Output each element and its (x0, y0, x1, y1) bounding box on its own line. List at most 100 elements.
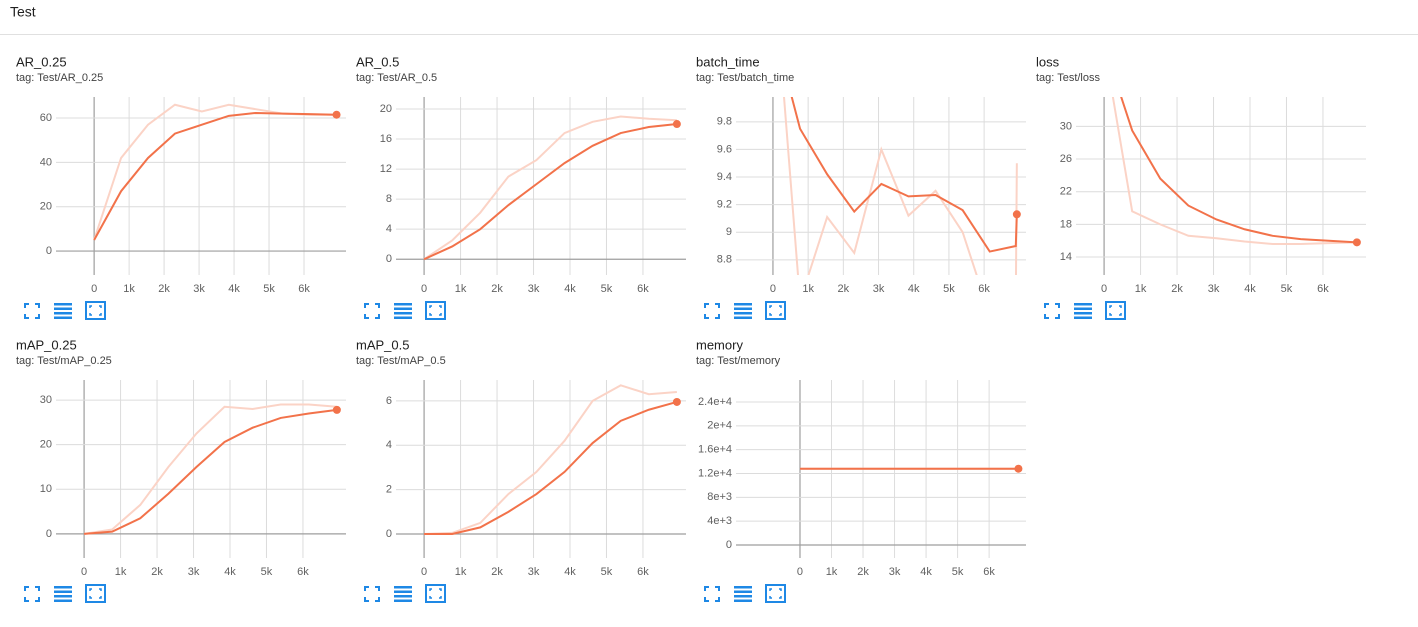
series-line (423, 115, 677, 261)
y-tick-label: 9.2 (717, 199, 732, 211)
chart-tag: tag: Test/loss (1036, 72, 1100, 84)
x-tick-label: 3k (528, 566, 540, 578)
x-tick-label: 1k (802, 283, 814, 295)
last-point (332, 110, 341, 119)
x-tick-label: 2k (151, 566, 163, 578)
lines (83, 403, 338, 535)
icon (1074, 312, 1092, 315)
icon (734, 303, 752, 306)
y-tick-label: 9 (726, 226, 732, 238)
data-button[interactable] (734, 586, 752, 602)
data-button[interactable] (394, 586, 412, 602)
fit-button[interactable] (765, 584, 786, 603)
x-tick-label: 2k (1171, 283, 1183, 295)
icon (394, 316, 412, 319)
icon (1074, 307, 1092, 310)
y-tick-label: 14 (1060, 251, 1072, 263)
x-tick-label: 4k (228, 283, 240, 295)
x-tick-label: 4k (920, 566, 932, 578)
y-tick-label: 22 (1060, 186, 1072, 198)
icon (1105, 301, 1126, 320)
data-button[interactable] (394, 303, 412, 319)
last-point (1012, 210, 1021, 219)
x-tick-label: 1k (826, 566, 838, 578)
y-tick-label: 1.6e+4 (698, 444, 732, 456)
fullscreen-button[interactable] (1044, 303, 1060, 319)
x-tick-label: 6k (978, 283, 990, 295)
x-tick-label: 5k (952, 566, 964, 578)
icon (85, 301, 106, 320)
x-tick-label: 2k (158, 283, 170, 295)
icon (734, 586, 752, 589)
chart-title: AR_0.25 (16, 54, 67, 69)
y-tick-label: 0 (386, 528, 392, 540)
icon (769, 588, 782, 599)
y-tick-label: 8e+3 (707, 491, 732, 503)
fit-button[interactable] (1105, 301, 1126, 320)
y-tick-label: 26 (1060, 153, 1072, 165)
lines (424, 384, 678, 536)
icon (704, 303, 720, 319)
icon (394, 307, 412, 310)
x-tick-label: 3k (873, 283, 885, 295)
y-tick-label: 2 (386, 484, 392, 496)
data-button[interactable] (734, 303, 752, 319)
icon (24, 586, 40, 602)
fullscreen-button[interactable] (704, 303, 720, 319)
x-tick-label: 3k (528, 283, 540, 295)
lines (423, 115, 677, 261)
x-tick-label: 6k (637, 566, 649, 578)
x-tick-label: 3k (889, 566, 901, 578)
x-tick-label: 4k (564, 283, 576, 295)
y-tick-label: 18 (1060, 218, 1072, 230)
icon (394, 303, 412, 306)
y-tick-label: 2e+4 (707, 420, 732, 432)
icon (394, 595, 412, 598)
lines (93, 103, 337, 241)
icon (394, 590, 412, 593)
fullscreen-button[interactable] (24, 303, 40, 319)
y-tick-label: 9.8 (717, 116, 732, 128)
x-tick-label: 5k (263, 283, 275, 295)
series-line (93, 103, 337, 241)
fullscreen-button[interactable] (364, 586, 380, 602)
icon (734, 307, 752, 310)
y-tick-label: 8 (386, 193, 392, 205)
icon (1044, 303, 1060, 319)
x-tick-label: 1k (455, 566, 467, 578)
fit-button[interactable] (765, 301, 786, 320)
icon (1109, 305, 1122, 316)
x-tick-label: 2k (491, 566, 503, 578)
fit-button[interactable] (425, 584, 446, 603)
x-tick-label: 0 (1101, 283, 1107, 295)
x-tick-label: 4k (224, 566, 236, 578)
icon (769, 305, 782, 316)
chart-tag: tag: Test/mAP_0.5 (356, 355, 446, 367)
x-tick-label: 6k (983, 566, 995, 578)
fullscreen-button[interactable] (704, 586, 720, 602)
x-tick-label: 3k (1208, 283, 1220, 295)
icon (734, 599, 752, 602)
y-tick-label: 30 (40, 394, 52, 406)
x-tick-label: 1k (115, 566, 127, 578)
y-tick-label: 6 (386, 395, 392, 407)
fit-button[interactable] (425, 301, 446, 320)
icon (54, 586, 72, 589)
series-line (1111, 97, 1357, 245)
chart-title: mAP_0.5 (356, 337, 409, 352)
data-button[interactable] (54, 586, 72, 602)
fit-button[interactable] (85, 301, 106, 320)
series-line (93, 111, 337, 241)
icon (394, 599, 412, 602)
x-tick-label: 0 (421, 283, 427, 295)
fit-button[interactable] (85, 584, 106, 603)
y-tick-label: 2.4e+4 (698, 396, 732, 408)
data-button[interactable] (1074, 303, 1092, 319)
x-tick-label: 1k (123, 283, 135, 295)
fullscreen-button[interactable] (24, 586, 40, 602)
fullscreen-button[interactable] (364, 303, 380, 319)
chart-title: AR_0.5 (356, 54, 399, 69)
data-button[interactable] (54, 303, 72, 319)
x-tick-label: 0 (797, 566, 803, 578)
